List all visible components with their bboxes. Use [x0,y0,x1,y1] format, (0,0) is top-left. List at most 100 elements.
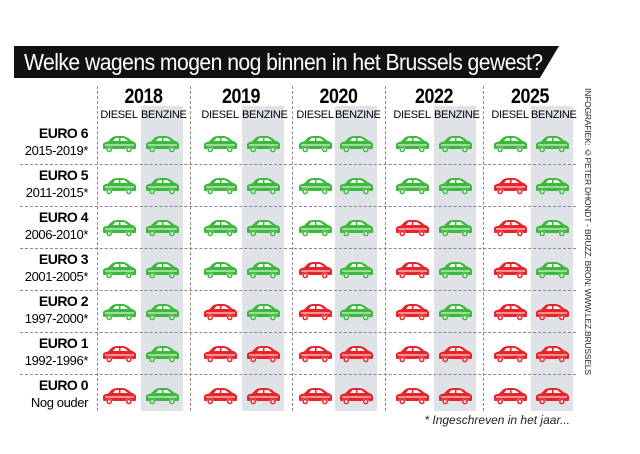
year-header: 2020 [319,85,358,108]
allowed-car-icon [202,260,238,280]
allowed-car-icon [245,302,281,322]
banned-car-icon [202,386,238,406]
allowed-car-icon [437,302,473,322]
benzine-label: BENZINE [531,109,577,121]
banned-car-icon [101,386,137,406]
row-label: EURO 6 2015-2019* [10,125,89,159]
euro-norm: EURO 5 [38,167,89,183]
benzine-label: BENZINE [141,109,187,121]
euro-norm: EURO 2 [38,293,89,309]
year-header: 2018 [124,85,163,108]
banned-car-icon [245,386,281,406]
allowed-car-icon [101,176,137,196]
allowed-car-icon [101,218,137,238]
banned-car-icon [492,386,528,406]
title-bar [14,46,559,78]
euro-norm: EURO 4 [38,209,89,225]
banned-car-icon [492,218,528,238]
euro-norm: EURO 0 [38,377,89,393]
allowed-car-icon [101,134,137,154]
credit: INFOGRAFIEK: ©PETER DHONDT - BRUZZ. BRON… [583,88,593,375]
allowed-car-icon [245,176,281,196]
allowed-car-icon [534,134,570,154]
allowed-car-icon [534,176,570,196]
allowed-car-icon [245,134,281,154]
allowed-car-icon [437,134,473,154]
registration-period: 2006-2010* [24,227,89,242]
diesel-label: DIESEL [201,109,239,121]
banned-car-icon [297,302,333,322]
banned-car-icon [202,302,238,322]
diesel-label: DIESEL [393,109,431,121]
allowed-car-icon [202,134,238,154]
year-header: 2025 [510,85,550,108]
euro-norm: EURO 6 [38,125,89,141]
benzine-label: BENZINE [242,109,288,121]
allowed-car-icon [101,260,137,280]
allowed-car-icon [144,260,180,280]
row-divider [20,374,576,375]
banned-car-icon [202,344,238,364]
banned-car-icon [492,260,528,280]
allowed-car-icon [534,260,570,280]
year-header: 2022 [414,85,454,108]
registration-period: 2015-2019* [24,143,89,158]
banned-car-icon [534,344,570,364]
allowed-car-icon [101,302,137,322]
banned-car-icon [394,302,430,322]
allowed-car-icon [144,302,180,322]
benzine-column-bg [531,106,573,411]
banned-car-icon [297,260,333,280]
row-label: EURO 3 2001-2005* [10,251,89,285]
allowed-car-icon [144,344,180,364]
allowed-car-icon [297,134,333,154]
allowed-car-icon [297,176,333,196]
registration-period: 2011-2015* [25,185,89,200]
allowed-car-icon [338,260,374,280]
row-divider [20,206,576,207]
allowed-car-icon [394,176,430,196]
allowed-car-icon [245,218,281,238]
banned-car-icon [338,344,374,364]
banned-car-icon [297,386,333,406]
allowed-car-icon [437,218,473,238]
banned-car-icon [534,386,570,406]
benzine-column-bg [242,106,284,411]
banned-car-icon [492,344,528,364]
benzine-column-bg [335,106,377,411]
row-divider [20,248,576,249]
allowed-car-icon [202,218,238,238]
banned-car-icon [394,218,430,238]
row-divider [20,164,576,165]
banned-car-icon [534,302,570,322]
registration-period: Nog ouder [30,395,89,410]
registration-period: 2001-2005* [24,269,89,284]
benzine-label: BENZINE [434,109,480,121]
page-title: Welke wagens mogen nog binnen in het Bru… [24,49,543,75]
benzine-column-bg [141,106,183,411]
registration-period: 1992-1996* [24,353,89,368]
allowed-car-icon [338,176,374,196]
banned-car-icon [394,260,430,280]
banned-car-icon [338,386,374,406]
allowed-car-icon [202,176,238,196]
banned-car-icon [492,302,528,322]
allowed-car-icon [492,134,528,154]
allowed-car-icon [245,260,281,280]
row-divider [20,290,576,291]
diesel-label: DIESEL [100,109,138,121]
row-label: EURO 5 2011-2015* [10,167,89,201]
row-divider [20,332,576,333]
diesel-label: DIESEL [491,109,529,121]
allowed-car-icon [297,218,333,238]
banned-car-icon [394,344,430,364]
banned-car-icon [297,344,333,364]
allowed-car-icon [144,176,180,196]
banned-car-icon [437,344,473,364]
row-label: EURO 0 Nog ouder [10,377,89,411]
allowed-car-icon [144,218,180,238]
allowed-car-icon [338,134,374,154]
benzine-label: BENZINE [335,109,381,121]
allowed-car-icon [338,302,374,322]
